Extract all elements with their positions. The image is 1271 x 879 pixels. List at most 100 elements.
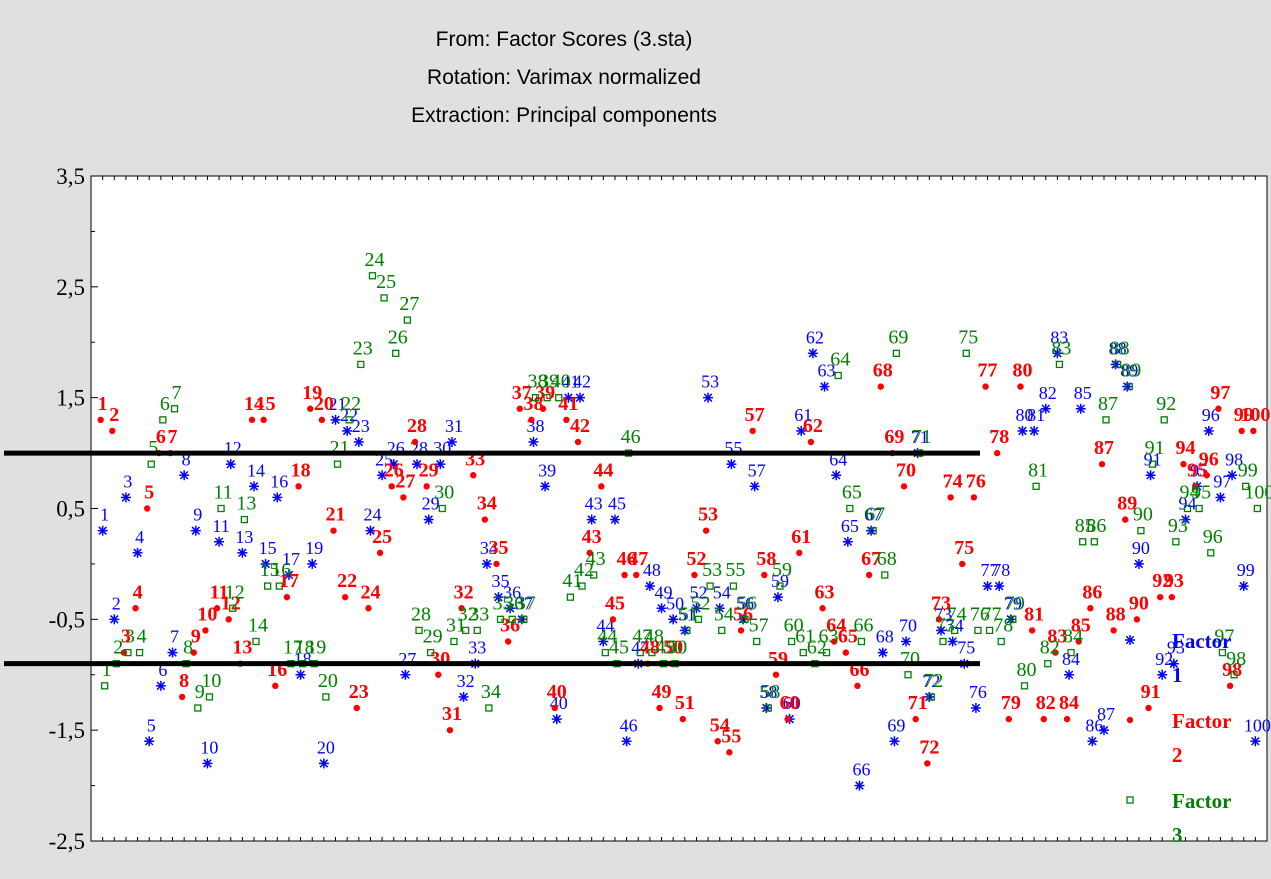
factor-2-point-label-19: 19: [302, 382, 322, 404]
factor-2-point-66: [854, 682, 861, 690]
factor-2-point-31: [446, 726, 454, 734]
factor-3-point-label-80: 80: [1016, 659, 1036, 681]
factor-3-point-label-30: 30: [434, 482, 454, 504]
factor-2-point-95: [1191, 483, 1199, 490]
factor-3-point-75: [962, 349, 970, 357]
factor-2-point-47: [633, 571, 640, 579]
factor-1-point-9: [190, 525, 201, 536]
factor-3-point-93: [1172, 538, 1180, 546]
factor-3-point-94: [1183, 504, 1192, 513]
factor-1-point-label-52: 52: [689, 582, 707, 602]
factor-2-point-98: [1226, 682, 1234, 690]
factor-2-point-label-50: 50: [663, 637, 683, 659]
factor-3-point-label-82: 82: [1040, 637, 1060, 659]
factor-1-point-label-72: 72: [922, 671, 940, 691]
factor-1-point-36: [505, 603, 516, 614]
factor-2-point-33: [470, 472, 477, 479]
factor-1-point-label-53: 53: [701, 372, 719, 392]
factor-1-point-label-34: 34: [480, 538, 498, 558]
factor-1-point-82: [1040, 403, 1051, 414]
factor-1-point-45: [609, 514, 620, 525]
factor-3-point-label-47: 47: [632, 626, 652, 648]
factor-2-point-25: [376, 549, 384, 557]
factor-1-point-label-93: 93: [1167, 638, 1185, 658]
factor-2-point-label-10: 10: [197, 603, 217, 625]
factor-1-point-label-19: 19: [305, 538, 323, 558]
factor-2-point-label-8: 8: [179, 670, 189, 692]
factor-2-point-label-99: 99: [1234, 404, 1254, 426]
factor-3-point-label-6: 6: [160, 393, 170, 415]
factor-2-point-68: [877, 383, 884, 390]
factor-3-point-label-39: 39: [539, 371, 559, 393]
factor-3-point-label-98: 98: [1226, 648, 1246, 670]
factor-1-point-91: [1145, 470, 1156, 481]
factor-1-point-14: [249, 481, 260, 492]
factor-2-point-76: [970, 494, 978, 501]
factor-3-point-label-63: 63: [819, 626, 839, 648]
factor-1-point-59: [772, 592, 783, 603]
factor-1-point-13: [237, 547, 248, 558]
factor-3-point-87: [1102, 416, 1110, 424]
factor-3-point-90: [1137, 527, 1145, 535]
factor-3-point-label-73: 73: [935, 615, 955, 637]
factor-1-point-1: [97, 525, 108, 536]
factor-3-point-91: [1148, 460, 1157, 468]
factor-3-point-label-20: 20: [318, 670, 338, 692]
factor-2-point-51: [679, 715, 687, 723]
factor-3-point-label-57: 57: [749, 615, 769, 637]
factor-2-point-75: [959, 560, 966, 568]
factor-3-point-label-71: 71: [912, 426, 932, 448]
factor-2-point-74: [947, 494, 954, 501]
factor-2-point-label-18: 18: [291, 459, 311, 481]
factor-1-point-label-96: 96: [1202, 405, 1220, 425]
factor-1-point-label-69: 69: [887, 715, 905, 735]
y-tick-label: 0,5: [56, 497, 85, 522]
factor-2-point-62: [807, 438, 815, 446]
factor-2-point-94: [1180, 460, 1187, 468]
factor-1-point-4: [132, 547, 143, 558]
factor-2-point-91: [1145, 704, 1152, 712]
factor-2-point-14: [248, 416, 256, 424]
factor-2-point-label-96: 96: [1199, 448, 1219, 470]
title-line-2: Rotation: Varimax normalized: [427, 66, 701, 89]
factor-3-point-label-15: 15: [260, 559, 280, 581]
factor-1-point-label-86: 86: [1085, 715, 1103, 735]
factor-1-point-68: [877, 647, 888, 658]
factor-2-point-64: [830, 638, 838, 645]
factor-1-point-label-60: 60: [783, 693, 801, 713]
factor-2-point-83: [1052, 649, 1059, 656]
factor-1-point-81: [1029, 425, 1040, 436]
factor-3-point-label-36: 36: [504, 592, 524, 614]
factor-2-point-label-57: 57: [745, 404, 765, 426]
factor-2-point-label-26: 26: [384, 459, 404, 481]
factor-1-point-46: [621, 736, 632, 747]
factor-1-point-5: [144, 736, 155, 747]
factor-3-point-22: [345, 416, 353, 424]
factor-2-point-43: [586, 549, 593, 557]
factor-1-point-label-66: 66: [852, 760, 870, 780]
factor-2-point-label-24: 24: [360, 581, 380, 603]
factor-1-point-100: [1250, 736, 1261, 747]
factor-3-point-label-59: 59: [772, 559, 792, 581]
factor-2-point-label-91: 91: [1141, 681, 1161, 703]
factor-1-point-94: [1180, 514, 1191, 525]
factor-2-point-label-87: 87: [1094, 437, 1114, 459]
factor-2-point-18: [295, 483, 302, 490]
factor-3-point-label-79: 79: [1005, 592, 1025, 614]
factor-1-point-label-49: 49: [655, 582, 673, 602]
legend-label-line: 1: [1172, 663, 1183, 687]
factor-1-point-label-44: 44: [596, 616, 614, 636]
factor-1-point-69: [889, 736, 900, 747]
factor-3-point-1: [100, 682, 109, 690]
factor-2-point-73: [935, 616, 943, 623]
factor-1-point-label-90: 90: [1132, 538, 1150, 558]
factor-1-point-label-4: 4: [135, 527, 144, 547]
factor-2-point-39: [539, 405, 547, 412]
factor-2-point-8: [178, 693, 186, 701]
factor-3-point-78: [997, 637, 1005, 646]
factor-3-point-label-97: 97: [1214, 626, 1234, 648]
factor-3-point-label-3: 3: [125, 626, 135, 648]
factor-1-point-12: [225, 459, 236, 470]
factor-1-point-19: [307, 558, 318, 569]
factor-2-point-63: [819, 605, 826, 612]
